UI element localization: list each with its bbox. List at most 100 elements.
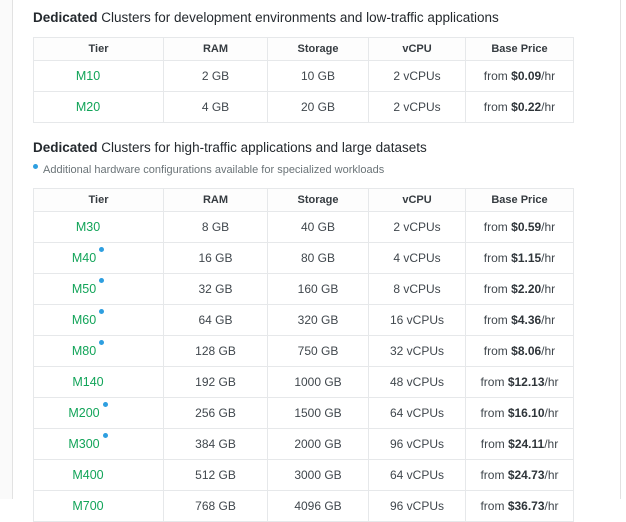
- tier-link[interactable]: M200: [68, 406, 100, 420]
- pricing-table-dev: Tier RAM Storage vCPU Base Price M10 2 GB…: [33, 37, 574, 123]
- price-suffix: /hr: [541, 344, 556, 358]
- table-row: M400 512 GB 3000 GB 64 vCPUs from $24.73/hr: [33, 459, 574, 491]
- storage-cell: 750 GB: [267, 335, 369, 367]
- tier-link[interactable]: M30: [75, 220, 101, 234]
- price-amount: $4.36: [511, 313, 542, 327]
- price-cell: from $24.73/hr: [465, 459, 574, 491]
- price-suffix: /hr: [541, 313, 556, 327]
- vcpu-cell: 32 vCPUs: [368, 335, 466, 367]
- price-prefix: from: [483, 344, 512, 358]
- ram-cell: 8 GB: [163, 211, 268, 243]
- vcpu-cell: 64 vCPUs: [368, 459, 466, 491]
- price-amount: $0.09: [511, 69, 542, 83]
- ram-cell: 256 GB: [163, 397, 268, 429]
- storage-cell: 2000 GB: [267, 428, 369, 460]
- price-amount: $2.20: [511, 282, 542, 296]
- price-prefix: from: [483, 282, 512, 296]
- price-prefix: from: [480, 437, 509, 451]
- price-prefix: from: [483, 251, 512, 265]
- column-header-vcpu: vCPU: [368, 37, 466, 61]
- price-suffix: /hr: [544, 437, 559, 451]
- column-header-ram: RAM: [163, 188, 268, 212]
- tier-link[interactable]: M300: [68, 437, 100, 451]
- price-cell: from $1.15/hr: [465, 242, 574, 274]
- ram-cell: 16 GB: [163, 242, 268, 274]
- footnote-dot-icon: [99, 247, 105, 252]
- storage-cell: 80 GB: [267, 242, 369, 274]
- storage-cell: 320 GB: [267, 304, 369, 336]
- footnote-dot-icon: [99, 278, 105, 283]
- price-prefix: from: [483, 69, 512, 83]
- heading-bold-word: Dedicated: [33, 140, 98, 155]
- tier-link[interactable]: M700: [72, 499, 104, 513]
- price-prefix: from: [480, 499, 508, 513]
- price-amount: $16.10: [507, 406, 545, 420]
- storage-cell: 3000 GB: [267, 459, 369, 491]
- price-cell: from $0.59/hr: [465, 211, 574, 243]
- tier-cell: M80: [33, 335, 164, 367]
- price-cell: from $8.06/hr: [465, 335, 574, 367]
- price-cell: from $24.11/hr: [465, 428, 574, 460]
- table-row: M140 192 GB 1000 GB 48 vCPUs from $12.13/hr: [33, 366, 574, 398]
- price-amount: $0.22: [511, 100, 542, 114]
- column-header-tier: Tier: [33, 188, 164, 212]
- tier-link[interactable]: M400: [72, 468, 104, 482]
- tier-link[interactable]: M10: [75, 69, 101, 83]
- storage-cell: 20 GB: [267, 91, 369, 123]
- price-suffix: /hr: [541, 100, 556, 114]
- tier-link[interactable]: M140: [72, 375, 104, 389]
- heading-rest: Clusters for high-traffic applications a…: [97, 140, 427, 155]
- tier-cell: M20: [33, 91, 164, 123]
- price-cell: from $0.22/hr: [465, 91, 574, 123]
- tier-cell: M10: [33, 60, 164, 92]
- ram-cell: 384 GB: [163, 428, 268, 460]
- ram-cell: 32 GB: [163, 273, 268, 305]
- tier-link[interactable]: M60: [71, 313, 97, 327]
- price-cell: from $2.20/hr: [465, 273, 574, 305]
- tier-cell: M300: [33, 428, 164, 460]
- tier-link[interactable]: M40: [71, 251, 97, 265]
- vcpu-cell: 96 vCPUs: [368, 428, 466, 460]
- ram-cell: 512 GB: [163, 459, 268, 491]
- tier-link[interactable]: M80: [71, 344, 97, 358]
- price-suffix: /hr: [541, 251, 556, 265]
- table-row: M700 768 GB 4096 GB 96 vCPUs from $36.73/hr: [33, 490, 574, 522]
- footnote-dot-icon: [99, 309, 105, 314]
- header-row: Tier RAM Storage vCPU Base Price: [33, 37, 574, 61]
- price-cell: from $12.13/hr: [465, 366, 574, 398]
- price-cell: from $36.73/hr: [465, 490, 574, 522]
- tier-cell: M200: [33, 397, 164, 429]
- storage-cell: 40 GB: [267, 211, 369, 243]
- storage-cell: 1500 GB: [267, 397, 369, 429]
- tier-link[interactable]: M20: [75, 100, 101, 114]
- footnote: Additional hardware configurations avail…: [33, 164, 573, 177]
- tier-cell: M60: [33, 304, 164, 336]
- price-prefix: from: [480, 375, 508, 389]
- footnote-dot-icon: [33, 164, 38, 169]
- price-suffix: /hr: [544, 468, 559, 482]
- vcpu-cell: 8 vCPUs: [368, 273, 466, 305]
- ram-cell: 4 GB: [163, 91, 268, 123]
- tier-cell: M400: [33, 459, 164, 491]
- table-row: M60 64 GB 320 GB 16 vCPUs from $4.36/hr: [33, 304, 574, 336]
- price-amount: $8.06: [511, 344, 542, 358]
- price-amount: $36.73: [507, 499, 545, 513]
- tier-cell: M50: [33, 273, 164, 305]
- column-header-storage: Storage: [267, 37, 369, 61]
- header-row: Tier RAM Storage vCPU Base Price: [33, 188, 574, 212]
- footnote-dot-icon: [102, 402, 108, 407]
- price-suffix: /hr: [544, 375, 559, 389]
- price-amount: $24.11: [508, 437, 545, 451]
- tier-link[interactable]: M50: [71, 282, 97, 296]
- price-prefix: from: [483, 220, 512, 234]
- vcpu-cell: 2 vCPUs: [368, 60, 466, 92]
- price-cell: from $0.09/hr: [465, 60, 574, 92]
- table-row: M80 128 GB 750 GB 32 vCPUs from $8.06/hr: [33, 335, 574, 367]
- vcpu-cell: 16 vCPUs: [368, 304, 466, 336]
- column-header-vcpu: vCPU: [368, 188, 466, 212]
- table-row: M40 16 GB 80 GB 4 vCPUs from $1.15/hr: [33, 242, 574, 274]
- vcpu-cell: 48 vCPUs: [368, 366, 466, 398]
- ram-cell: 64 GB: [163, 304, 268, 336]
- vcpu-cell: 4 vCPUs: [368, 242, 466, 274]
- vcpu-cell: 2 vCPUs: [368, 91, 466, 123]
